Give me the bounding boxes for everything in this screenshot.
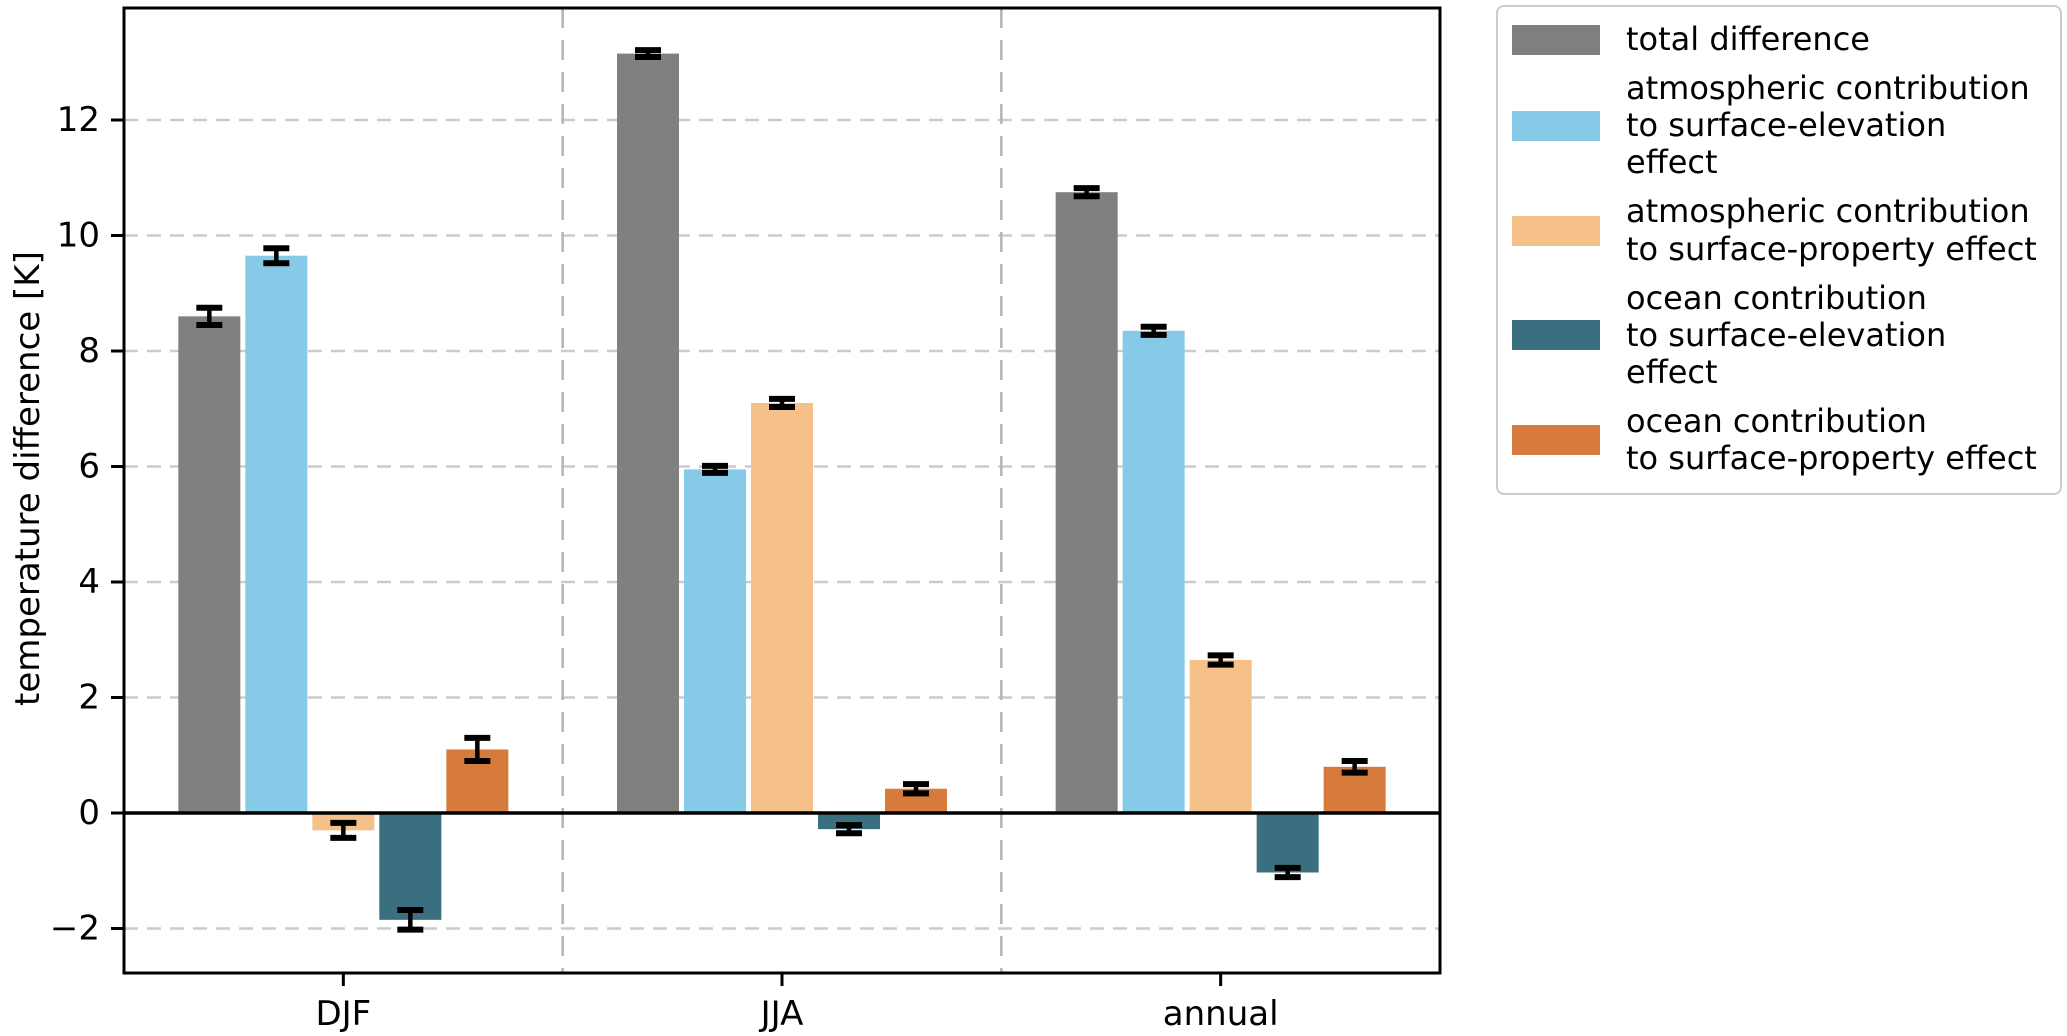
- y-axis-label: temperature difference [K]: [8, 251, 48, 706]
- legend-swatch: [1512, 320, 1600, 351]
- legend-item: total difference: [1512, 20, 2040, 58]
- y-tick-label: 8: [78, 331, 100, 371]
- x-tick-label: annual: [1163, 994, 1279, 1034]
- y-tick-label: −2: [50, 909, 100, 949]
- bar: [379, 813, 442, 920]
- y-tick-label: 0: [78, 793, 100, 833]
- bar: [751, 402, 813, 813]
- legend-label: atmospheric contribution to surface-prop…: [1626, 192, 2037, 268]
- bar: [1122, 330, 1185, 813]
- bar: [684, 469, 746, 813]
- legend-swatch: [1512, 110, 1600, 141]
- legend-label: total difference: [1626, 20, 1870, 58]
- legend-label: ocean contribution to surface-property e…: [1626, 401, 2037, 478]
- x-tick-label: JJA: [759, 994, 804, 1034]
- legend-label: ocean contribution to surface-elevation …: [1626, 278, 1947, 391]
- bar: [245, 255, 308, 813]
- bar: [617, 53, 679, 813]
- bar: [1189, 659, 1252, 813]
- legend-swatch: [1512, 425, 1600, 456]
- y-tick-label: 6: [78, 447, 100, 487]
- legend-swatch: [1512, 24, 1600, 55]
- legend-label: atmospheric contribution to surface-elev…: [1626, 69, 2030, 182]
- bar: [1256, 813, 1319, 873]
- y-tick-label: 12: [57, 100, 100, 140]
- y-tick-label: 4: [78, 562, 100, 602]
- y-tick-label: 10: [57, 216, 100, 256]
- legend: total difference atmospheric contribution…: [1496, 5, 2062, 496]
- legend-item: ocean contribution to surface-property e…: [1512, 401, 2040, 478]
- legend-item: atmospheric contribution to surface-prop…: [1512, 193, 2040, 267]
- x-tick-label: DJF: [315, 994, 371, 1034]
- y-tick-label: 2: [78, 678, 100, 718]
- legend-swatch: [1512, 215, 1600, 246]
- bar: [178, 316, 241, 813]
- legend-item: atmospheric contribution to surface-elev…: [1512, 69, 2040, 182]
- bar: [818, 813, 880, 830]
- bar: [1055, 192, 1118, 813]
- legend-item: ocean contribution to surface-elevation …: [1512, 278, 2040, 391]
